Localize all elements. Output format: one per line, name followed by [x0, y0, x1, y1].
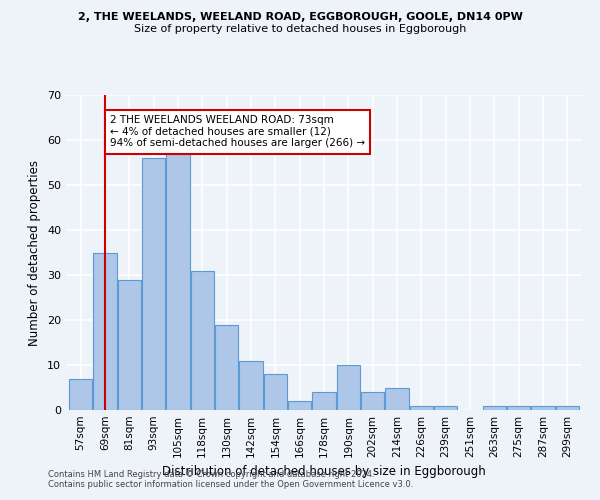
Bar	[288, 401, 311, 410]
Bar	[313, 392, 335, 410]
Bar	[483, 406, 506, 410]
Bar	[434, 406, 457, 410]
Bar	[532, 406, 554, 410]
Bar	[337, 365, 360, 410]
Y-axis label: Number of detached properties: Number of detached properties	[28, 160, 41, 346]
Bar	[142, 158, 165, 410]
Text: Size of property relative to detached houses in Eggborough: Size of property relative to detached ho…	[134, 24, 466, 34]
Bar	[264, 374, 287, 410]
Bar	[361, 392, 384, 410]
Bar	[191, 270, 214, 410]
Bar	[94, 252, 116, 410]
Text: 2 THE WEELANDS WEELAND ROAD: 73sqm
← 4% of detached houses are smaller (12)
94% : 2 THE WEELANDS WEELAND ROAD: 73sqm ← 4% …	[110, 116, 365, 148]
Text: Contains public sector information licensed under the Open Government Licence v3: Contains public sector information licen…	[48, 480, 413, 489]
X-axis label: Distribution of detached houses by size in Eggborough: Distribution of detached houses by size …	[162, 466, 486, 478]
Bar	[118, 280, 141, 410]
Bar	[166, 154, 190, 410]
Text: Contains HM Land Registry data © Crown copyright and database right 2024.: Contains HM Land Registry data © Crown c…	[48, 470, 374, 479]
Bar	[239, 360, 263, 410]
Bar	[215, 324, 238, 410]
Text: 2, THE WEELANDS, WEELAND ROAD, EGGBOROUGH, GOOLE, DN14 0PW: 2, THE WEELANDS, WEELAND ROAD, EGGBOROUG…	[77, 12, 523, 22]
Bar	[69, 378, 92, 410]
Bar	[507, 406, 530, 410]
Bar	[410, 406, 433, 410]
Bar	[385, 388, 409, 410]
Bar	[556, 406, 579, 410]
